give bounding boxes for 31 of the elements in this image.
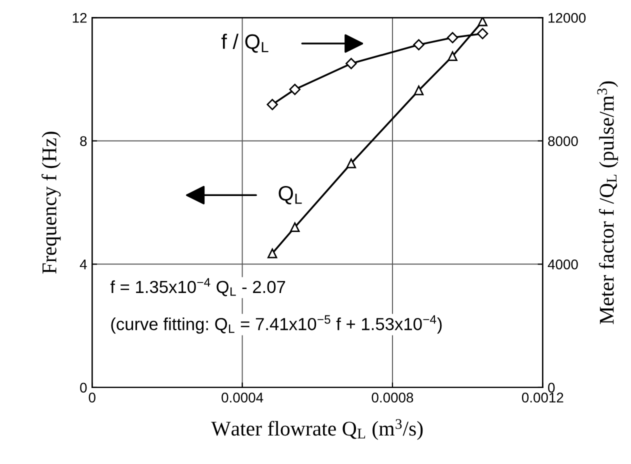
y-tick-label: 8	[80, 136, 87, 146]
x-tick-label: 0.0012	[522, 392, 564, 403]
legend-label: Q$_{L}$	[278, 186, 302, 204]
x-axis-title: Water flowrate Q$_{L}$ (m$^{3}$/s)	[211, 419, 423, 440]
point	[346, 158, 356, 168]
point	[290, 222, 300, 232]
point	[414, 86, 424, 96]
point	[289, 84, 300, 96]
point	[476, 28, 488, 40]
x-tick-label: 0.0008	[372, 392, 414, 403]
point	[266, 98, 278, 110]
y2-axis-title: Meter factor f /Q$_{L}$ (pulse/m$^{3}$)	[597, 81, 618, 324]
point	[346, 58, 357, 70]
y2-tick-label: 12000	[548, 12, 586, 23]
series-label: f / Q$_{L}$	[221, 34, 268, 53]
point	[446, 32, 458, 44]
y2-tick-label: 4000	[548, 260, 578, 270]
point	[413, 39, 424, 50]
annotation: (curve fitting: Q$_{L}$ = 7.41x10$^{−5}$ f + 1.53x10$^{−4}$)	[111, 315, 442, 334]
y-tick-label: 0	[80, 382, 87, 393]
y2-tick-label: 8000	[548, 136, 578, 146]
point	[267, 248, 278, 258]
y-axis-title: Frequency f (Hz)	[42, 132, 61, 274]
point	[448, 51, 458, 62]
x-tick-label: 0.0004	[222, 392, 264, 403]
point	[478, 18, 488, 26]
annotation: f = 1.35x10$^{−4}$ Q$_{L}$ - 2.07	[110, 278, 286, 296]
y-tick-label: 4	[80, 260, 87, 270]
y2-tick-label: 0	[548, 382, 555, 393]
y-tick-label: 12	[72, 12, 87, 23]
x-tick-label: 0	[88, 392, 96, 403]
